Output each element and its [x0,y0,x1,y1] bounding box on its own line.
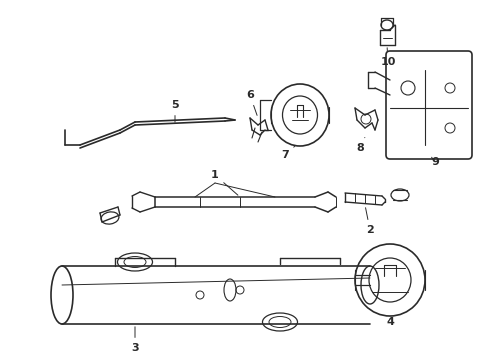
Text: 5: 5 [171,100,179,122]
Text: 1: 1 [211,170,238,195]
Text: 10: 10 [380,48,396,67]
Text: 3: 3 [131,327,139,353]
Text: 9: 9 [431,157,439,167]
Text: 6: 6 [246,90,257,115]
Text: 7: 7 [281,146,295,160]
Text: 4: 4 [386,317,394,327]
Text: 2: 2 [366,208,374,235]
Text: 8: 8 [356,138,365,153]
